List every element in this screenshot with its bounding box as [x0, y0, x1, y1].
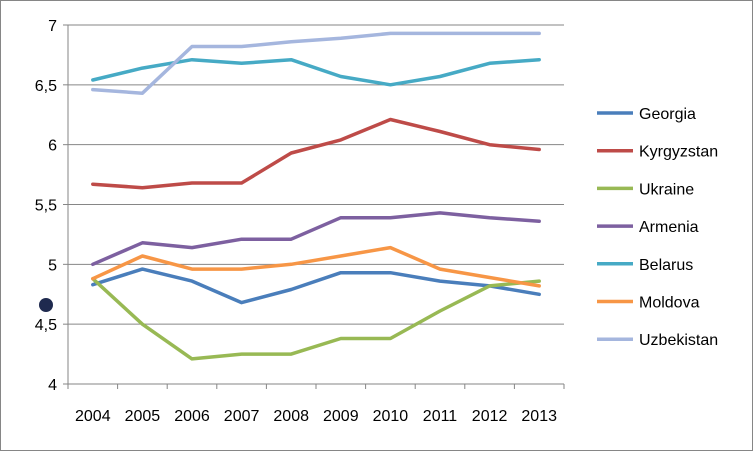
legend-label-moldova: Moldova: [639, 295, 700, 312]
x-tick-label: 2013: [521, 408, 557, 425]
series-line-georgia: [91, 267, 541, 305]
x-tick-label: 2008: [273, 408, 309, 425]
legend-label-belarus: Belarus: [639, 257, 693, 274]
x-tick-label: 2010: [373, 408, 409, 425]
x-tick-label: 2005: [125, 408, 161, 425]
y-tick-label: 5: [48, 257, 57, 274]
y-tick-label: 6: [48, 138, 57, 155]
y-tick-label: 6,5: [35, 78, 57, 95]
x-tick-label: 2007: [224, 408, 260, 425]
series-line-moldova: [91, 245, 541, 288]
y-tick-label: 7: [48, 18, 57, 35]
legend-label-georgia: Georgia: [639, 106, 696, 123]
x-tick-label: 2009: [323, 408, 359, 425]
series-line-belarus: [91, 57, 541, 87]
x-tick-label: 2012: [472, 408, 508, 425]
series-line-armenia: [91, 211, 541, 267]
legend: Georgia Kyrgyzstan Ukraine Armenia Belarus Mo…: [597, 106, 718, 349]
axes: [63, 24, 565, 389]
series-line-kyrgyzstan: [91, 117, 541, 190]
x-tick-label: 2004: [75, 408, 111, 425]
y-tick-label: 4: [48, 377, 57, 394]
series-lines: [91, 31, 541, 361]
y-axis-tick-labels: 4 4,5 5 5,5 6 6,5 7: [35, 18, 57, 394]
series-line-uzbekistan: [91, 31, 541, 95]
legend-label-armenia: Armenia: [639, 219, 699, 236]
x-tick-label: 2011: [423, 408, 458, 425]
stray-point-marker: [39, 298, 53, 312]
legend-label-uzbekistan: Uzbekistan: [639, 332, 718, 349]
legend-label-ukraine: Ukraine: [639, 181, 694, 198]
x-axis-tick-labels: 2004 2005 2006 2007 2008 2009 2010 2011 2012 2013: [75, 408, 557, 425]
series-line-ukraine: [91, 276, 541, 361]
y-tick-label: 5,5: [35, 198, 57, 215]
y-tick-label: 4,5: [35, 317, 57, 334]
legend-label-kyrgyzstan: Kyrgyzstan: [639, 144, 718, 161]
x-tick-label: 2006: [174, 408, 210, 425]
